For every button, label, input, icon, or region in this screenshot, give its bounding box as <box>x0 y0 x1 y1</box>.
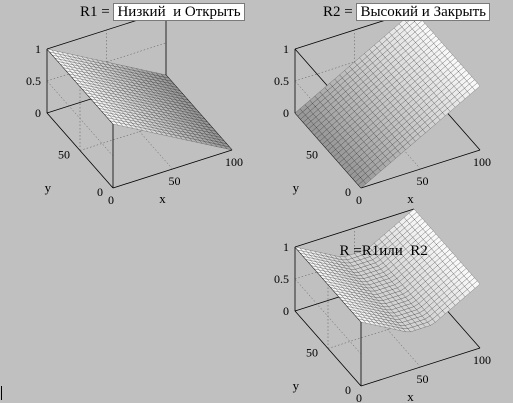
chart-1-title-word: Низкий <box>117 4 166 20</box>
z-tick-label: 1 <box>283 240 289 254</box>
chart-2-title-box: Высокий и Закрыть <box>356 3 491 21</box>
chart-1-title-rest: и Открыть <box>173 4 241 20</box>
z-tick-label: 0 <box>35 106 41 120</box>
x-axis-label: x <box>407 191 414 206</box>
z-tick-label: 0 <box>283 106 289 120</box>
y-tick-label: 50 <box>306 346 318 360</box>
y-axis-label: y <box>293 180 300 195</box>
grid-line <box>106 93 173 170</box>
chart-2-surface <box>294 10 481 189</box>
y-tick-label: 0 <box>345 185 351 199</box>
chart-2-title-prefix: R2 = <box>323 4 357 20</box>
z-tick-label: 0.5 <box>274 272 289 286</box>
window-edge-mark <box>1 386 2 400</box>
y-tick-label: 50 <box>58 148 70 162</box>
chart-3-title: R =R1или R2 <box>332 226 428 260</box>
chart-1-title: R1 = Низкий и Открыть <box>80 3 245 21</box>
y-axis-label: y <box>45 180 52 195</box>
x-tick-label: 100 <box>473 353 491 367</box>
x-tick-label: 0 <box>108 193 114 207</box>
x-tick-label: 50 <box>417 174 429 188</box>
y-tick-label: 50 <box>306 148 318 162</box>
z-tick-label: 0 <box>283 304 289 318</box>
chart-3-title-text: R =R1или R2 <box>339 243 428 259</box>
chart-1-surface <box>46 48 233 151</box>
x-axis-label: x <box>407 389 414 403</box>
chart-1-title-box: Низкий и Открыть <box>113 3 245 21</box>
z-tick-label: 0.5 <box>26 74 41 88</box>
z-tick-label: 1 <box>283 42 289 56</box>
z-tick-label: 0.5 <box>274 74 289 88</box>
x-tick-label: 0 <box>356 391 362 403</box>
x-tick-label: 50 <box>169 174 181 188</box>
x-tick-label: 50 <box>417 372 429 386</box>
z-tick-label: 1 <box>35 42 41 56</box>
surface-cell <box>472 82 481 91</box>
x-tick-label: 100 <box>225 155 243 169</box>
x-tick-label: 100 <box>473 155 491 169</box>
chart-2-title: R2 = Высокий и Закрыть <box>323 3 491 21</box>
x-axis-label: x <box>159 191 166 206</box>
chart-1-title-prefix: R1 = <box>80 4 114 20</box>
surface-cell <box>472 280 481 289</box>
grid-line <box>354 291 421 368</box>
chart-3-surface <box>294 208 481 333</box>
chart-2-title-text: Высокий и Закрыть <box>360 4 487 20</box>
y-tick-label: 0 <box>97 185 103 199</box>
y-axis-label: y <box>293 378 300 393</box>
y-tick-label: 0 <box>345 383 351 397</box>
surface-cell <box>223 145 233 151</box>
x-tick-label: 0 <box>356 193 362 207</box>
